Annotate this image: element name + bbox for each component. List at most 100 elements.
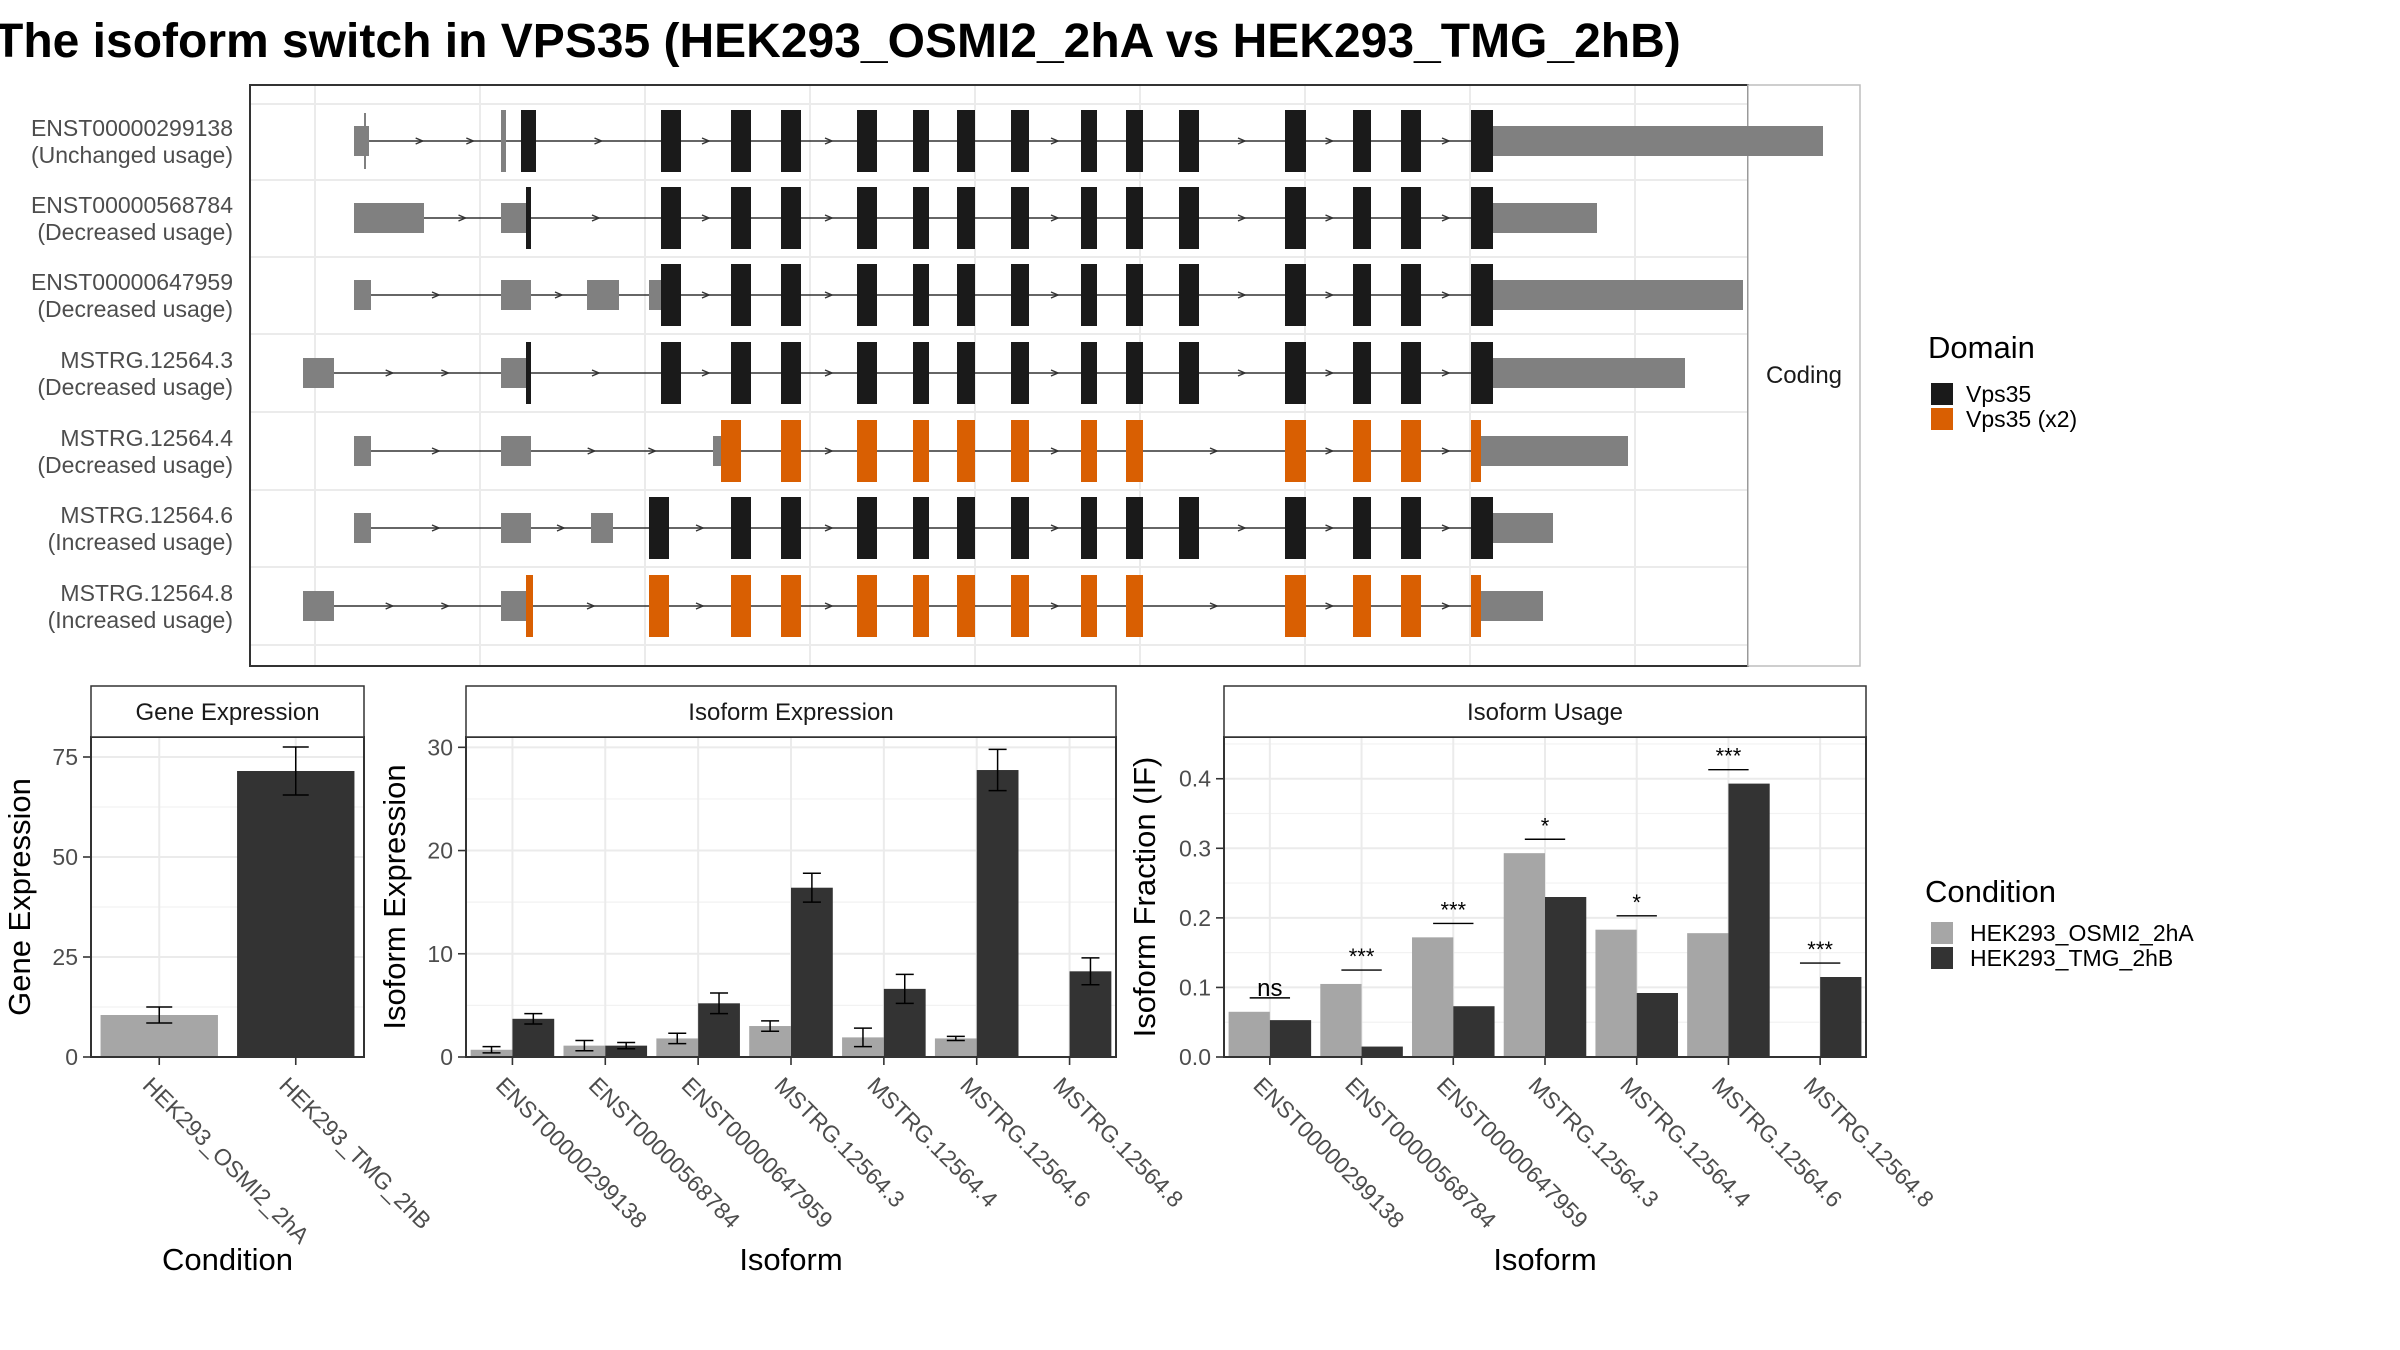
panel-title: Isoform Expression	[688, 699, 893, 726]
coding-exon	[1401, 342, 1421, 404]
domain-legend-label: Vps35 (x2)	[1966, 406, 2077, 432]
y-tick-label: 0.4	[1179, 766, 1211, 792]
strand-arrow	[1441, 369, 1451, 377]
strand-arrow	[1209, 447, 1219, 455]
y-tick-label: 10	[427, 941, 453, 967]
strand-arrow	[1237, 214, 1247, 222]
strand-arrow	[441, 369, 451, 377]
strand-arrow	[431, 524, 441, 532]
strand-arrow	[591, 214, 601, 222]
coding-exon	[857, 342, 877, 404]
utr-block	[354, 203, 424, 233]
utr-block	[1513, 358, 1685, 388]
coding-exon	[1353, 264, 1371, 326]
significance-label: ***	[1807, 937, 1833, 962]
coding-exon	[526, 575, 533, 637]
coding-exon	[1081, 187, 1097, 249]
coding-exon	[661, 110, 681, 172]
coding-exon	[1471, 420, 1481, 482]
coding-exon	[913, 575, 929, 637]
transcript-id-label: ENST00000568784	[31, 192, 233, 218]
bar	[1503, 853, 1545, 1057]
panel-strip	[465, 685, 1117, 738]
coding-exon	[1081, 110, 1097, 172]
transcript-usage-label: (Decreased usage)	[37, 452, 233, 478]
significance-label: ***	[1349, 944, 1375, 969]
coding-exon	[1471, 342, 1493, 404]
strand-arrow	[1050, 291, 1060, 299]
coding-exon	[913, 420, 929, 482]
utr-block	[303, 591, 334, 621]
coding-exon	[857, 110, 877, 172]
utr-block	[1513, 126, 1823, 156]
bar	[1595, 929, 1637, 1057]
strand-arrow	[1325, 447, 1335, 455]
coding-exon	[1081, 497, 1097, 559]
strand-arrow	[586, 602, 596, 610]
utr-block	[1481, 591, 1513, 621]
condition-legend-swatch	[1931, 947, 1953, 969]
coding-exon	[913, 187, 929, 249]
utr-block	[501, 436, 531, 466]
coding-exon	[913, 264, 929, 326]
coding-exon	[1401, 264, 1421, 326]
coding-exon	[731, 110, 751, 172]
coding-exon	[957, 575, 975, 637]
domain-legend-swatch	[1931, 408, 1953, 430]
coding-exon	[1081, 342, 1097, 404]
coding-exon	[1179, 264, 1199, 326]
transcript-usage-label: (Decreased usage)	[37, 374, 233, 400]
coding-exon	[1285, 110, 1306, 172]
panel-strip	[90, 685, 365, 738]
domain-legend-label: Vps35	[1966, 381, 2031, 407]
condition-legend-label: HEK293_TMG_2hB	[1970, 945, 2173, 971]
coding-exon	[1471, 575, 1481, 637]
x-tick-label: ENST00000299138	[1248, 1072, 1409, 1233]
coding-exon	[1353, 575, 1371, 637]
coding-exon	[781, 264, 801, 326]
coding-exon	[1126, 110, 1143, 172]
condition-legend-swatch	[1931, 922, 1953, 944]
utr-block	[1513, 591, 1543, 621]
strand-arrow	[824, 447, 834, 455]
coding-exon	[957, 187, 975, 249]
bar	[791, 887, 833, 1057]
coding-exon	[857, 575, 877, 637]
transcript-id-label: MSTRG.12564.8	[60, 580, 233, 606]
transcript-row: MSTRG.12564.4(Decreased usage)	[37, 420, 1628, 482]
coding-exon	[731, 575, 751, 637]
y-tick-label: 0.2	[1179, 905, 1211, 931]
coding-exon	[1401, 110, 1421, 172]
bar	[1728, 783, 1770, 1057]
strand-arrow	[695, 602, 705, 610]
coding-exon	[1179, 342, 1199, 404]
strand-arrow	[695, 524, 705, 532]
strand-arrow	[824, 137, 834, 145]
coding-exon	[1126, 264, 1143, 326]
x-axis-title: Isoform	[739, 1242, 842, 1277]
strand-arrow	[1325, 291, 1335, 299]
coding-exon	[1353, 420, 1371, 482]
facet-strip-label: Coding	[1766, 362, 1842, 389]
transcript-usage-label: (Unchanged usage)	[31, 142, 233, 168]
transcript-row: MSTRG.12564.8(Increased usage)	[48, 575, 1543, 637]
x-tick-label: ENST00000299138	[491, 1072, 652, 1233]
utr-block	[1513, 436, 1628, 466]
coding-exon	[1285, 420, 1306, 482]
utr-block	[354, 436, 371, 466]
transcript-row: MSTRG.12564.6(Increased usage)	[48, 497, 1553, 559]
coding-exon	[913, 110, 929, 172]
transcript-id-label: MSTRG.12564.6	[60, 502, 233, 528]
coding-exon	[913, 497, 929, 559]
strand-arrow	[701, 137, 711, 145]
strand-arrow	[431, 291, 441, 299]
coding-exon	[1081, 575, 1097, 637]
transcript-row: ENST00000647959(Decreased usage)	[31, 264, 1743, 326]
coding-exon	[1126, 420, 1143, 482]
coding-exon	[526, 187, 531, 249]
coding-exon	[857, 420, 877, 482]
transcript-usage-label: (Decreased usage)	[37, 296, 233, 322]
